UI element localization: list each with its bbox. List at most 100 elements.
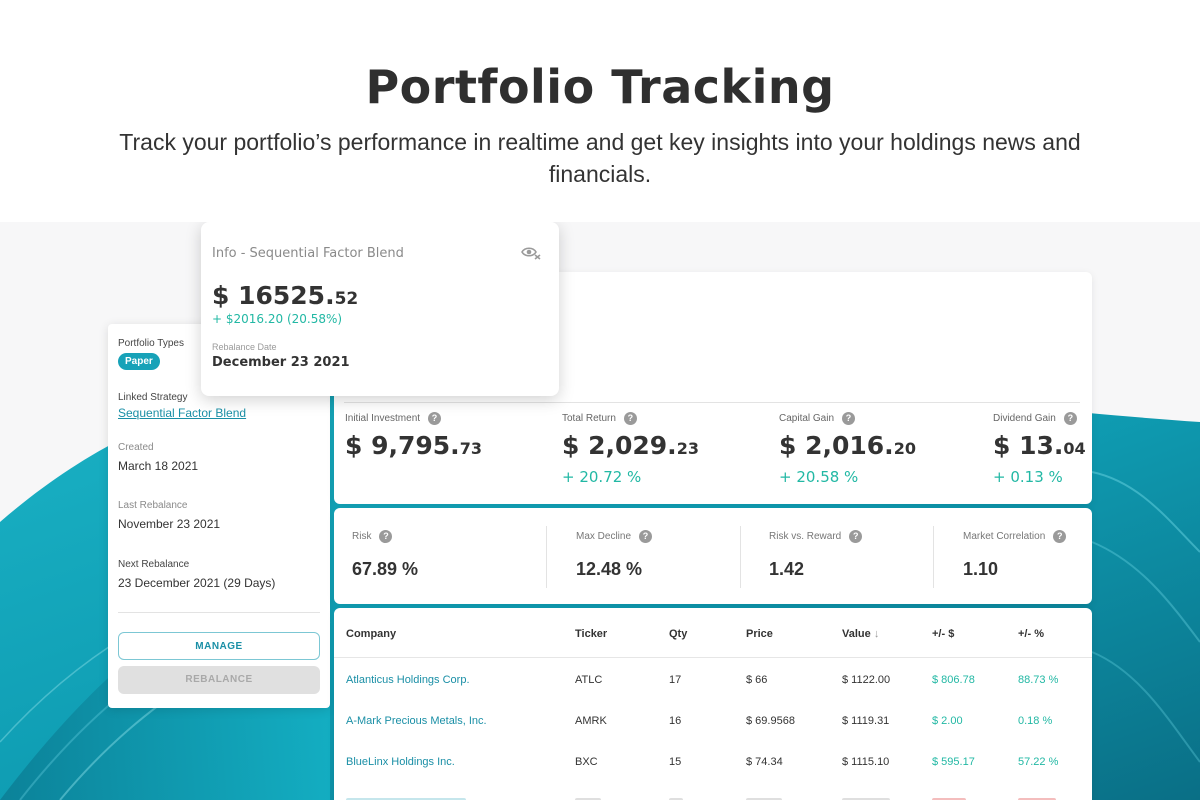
qty-cell: 17 (669, 674, 682, 686)
ticker-cell: AMRK (575, 715, 607, 727)
risk-vs-reward-metric: Risk vs. Reward? 1.42 (769, 530, 863, 580)
change-pct-cell: 88.73 % (1018, 674, 1059, 686)
truncated-company-cell (346, 798, 466, 800)
info-popup: Info - Sequential Factor Blend $ 16525.5… (201, 222, 559, 396)
metric-label: Capital Gain (779, 413, 835, 424)
help-icon[interactable]: ? (849, 530, 863, 543)
truncated-change-abs-cell (932, 798, 966, 800)
risk-value: 1.10 (963, 559, 999, 579)
info-popup-title: Info - Sequential Factor Blend (212, 246, 404, 261)
portfolio-types-label: Portfolio Types (118, 338, 184, 349)
created-label: Created (118, 442, 154, 453)
metric-dividend-gain: Dividend Gain? $ 13.04 + 0.13 % (993, 412, 1086, 486)
linked-strategy-label: Linked Strategy (118, 392, 188, 403)
risk-label: Market Correlation (963, 531, 1046, 542)
price-cell: $ 66 (746, 674, 768, 686)
risk-value: 1.42 (769, 559, 805, 579)
portfolio-type-badge: Paper (118, 353, 160, 370)
max-decline-metric: Max Decline? 12.48 % (576, 530, 653, 580)
risk-separator (933, 526, 934, 588)
info-popup-change: + $2016.20 (20.58%) (212, 312, 343, 326)
metric-value: $ 13.04 (993, 431, 1086, 460)
market-correlation-metric: Market Correlation? 1.10 (963, 530, 1067, 580)
rebalance-button[interactable]: REBALANCE (118, 666, 320, 694)
ticker-cell: ATLC (575, 674, 603, 686)
column-header-qty[interactable]: Qty (669, 628, 688, 640)
change-abs-cell: $ 2.00 (932, 715, 963, 727)
risk-card: Risk? 67.89 % Max Decline? 12.48 % Risk … (334, 508, 1092, 604)
change-pct-cell: 0.18 % (1018, 715, 1053, 727)
column-header-price[interactable]: Price (746, 628, 773, 640)
company-link[interactable]: BlueLinx Holdings Inc. (346, 756, 455, 768)
last-rebalance-label: Last Rebalance (118, 500, 188, 511)
truncated-ticker-cell (575, 798, 601, 800)
metric-value: $ 2,029.23 (562, 431, 699, 460)
metric-label: Initial Investment (345, 413, 421, 424)
summary-divider (344, 402, 1080, 403)
ticker-cell: BXC (575, 756, 598, 768)
created-value: March 18 2021 (118, 459, 199, 473)
rebalance-date-label: Rebalance Date (212, 342, 277, 352)
column-header-change-abs[interactable]: +/- $ (932, 628, 955, 640)
arrow-down-icon: ↓ (873, 628, 880, 640)
change-abs-cell: $ 806.78 (932, 674, 975, 686)
metric-change: + 20.72 % (562, 468, 642, 486)
risk-label: Risk vs. Reward (769, 531, 842, 542)
truncated-change-pct-cell (1018, 798, 1056, 800)
metric-initial-investment: Initial Investment? $ 9,795.73 (345, 412, 482, 460)
metric-capital-gain: Capital Gain? $ 2,016.20 + 20.58 % (779, 412, 916, 486)
risk-separator (546, 526, 547, 588)
value-cell: $ 1122.00 (842, 674, 891, 686)
metric-value: $ 9,795.73 (345, 431, 482, 460)
metric-label: Total Return (562, 413, 616, 424)
qty-cell: 16 (669, 715, 682, 727)
truncated-price-cell (746, 798, 782, 800)
table-row-partial (334, 786, 1092, 800)
help-icon[interactable]: ? (842, 412, 856, 425)
table-row[interactable]: Atlanticus Holdings Corp. ATLC 17 $ 66 $… (334, 662, 1092, 702)
company-link[interactable]: Atlanticus Holdings Corp. (346, 674, 470, 686)
risk-value: 67.89 % (352, 559, 419, 579)
risk-label: Risk (352, 531, 372, 542)
help-icon[interactable]: ? (379, 530, 393, 543)
metric-total-return: Total Return? $ 2,029.23 + 20.72 % (562, 412, 699, 486)
linked-strategy-link[interactable]: Sequential Factor Blend (118, 406, 247, 420)
help-icon[interactable]: ? (1063, 412, 1077, 425)
app-preview: Portfolio Types Paper Linked Strategy Se… (0, 222, 1200, 800)
help-icon[interactable]: ? (428, 412, 442, 425)
rebalance-date-value: December 23 2021 (212, 355, 350, 370)
info-popup-amount: $ 16525.52 (212, 281, 359, 310)
change-abs-cell: $ 595.17 (932, 756, 975, 768)
help-icon[interactable]: ? (639, 530, 653, 543)
risk-metric: Risk? 67.89 % (352, 530, 418, 580)
manage-button[interactable]: MANAGE (118, 632, 320, 660)
risk-value: 12.48 % (576, 559, 643, 579)
table-header: Company Ticker Qty Price Value ↓ +/- $ +… (334, 608, 1092, 658)
metric-value: $ 2,016.20 (779, 431, 916, 460)
change-pct-cell: 57.22 % (1018, 756, 1059, 768)
price-cell: $ 69.9568 (746, 715, 795, 727)
metric-label: Dividend Gain (993, 413, 1056, 424)
column-header-ticker[interactable]: Ticker (575, 628, 608, 640)
company-link[interactable]: A-Mark Precious Metals, Inc. (346, 715, 487, 727)
visibility-off-icon[interactable] (521, 246, 541, 260)
risk-label: Max Decline (576, 531, 632, 542)
qty-cell: 15 (669, 756, 682, 768)
holdings-table: Company Ticker Qty Price Value ↓ +/- $ +… (334, 608, 1092, 800)
table-row[interactable]: BlueLinx Holdings Inc. BXC 15 $ 74.34 $ … (334, 744, 1092, 784)
column-header-change-pct[interactable]: +/- % (1018, 628, 1044, 640)
column-header-company[interactable]: Company (346, 628, 397, 640)
last-rebalance-value: November 23 2021 (118, 517, 221, 531)
column-header-value[interactable]: Value ↓ (842, 628, 880, 640)
help-icon[interactable]: ? (623, 412, 637, 425)
metric-change: + 20.58 % (779, 468, 859, 486)
next-rebalance-value: 23 December 2021 (29 Days) (118, 576, 276, 590)
next-rebalance-label: Next Rebalance (118, 559, 190, 570)
hero-subtitle: Track your portfolio’s performance in re… (119, 129, 1081, 187)
risk-separator (740, 526, 741, 588)
side-divider (118, 612, 320, 613)
truncated-value-cell (842, 798, 890, 800)
table-row[interactable]: A-Mark Precious Metals, Inc. AMRK 16 $ 6… (334, 703, 1092, 743)
help-icon[interactable]: ? (1053, 530, 1067, 543)
value-cell: $ 1119.31 (842, 715, 890, 727)
